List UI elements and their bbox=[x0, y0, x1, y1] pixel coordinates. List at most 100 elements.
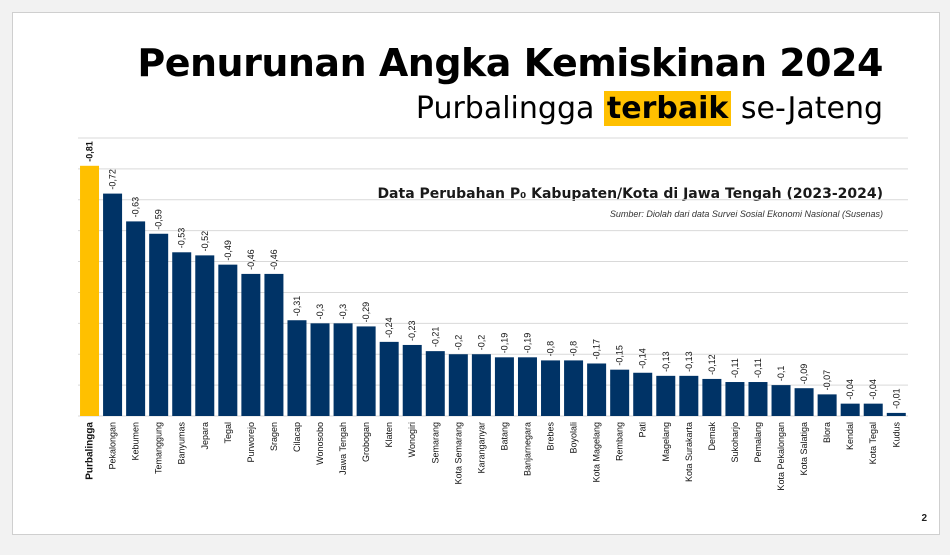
data-label: -0,04 bbox=[868, 379, 878, 400]
data-label: -0,24 bbox=[384, 317, 394, 338]
category-label: Kota Pekalongan bbox=[776, 422, 786, 491]
bar bbox=[748, 382, 768, 416]
bar bbox=[241, 273, 261, 416]
category-label: Kota Magelang bbox=[592, 422, 602, 483]
bar bbox=[126, 221, 146, 416]
data-label: -0,23 bbox=[407, 320, 417, 341]
bar bbox=[541, 360, 561, 416]
category-label: Brebes bbox=[546, 422, 556, 451]
data-label: -0,53 bbox=[177, 228, 187, 249]
bar bbox=[587, 363, 607, 416]
data-label: -0,17 bbox=[592, 339, 602, 360]
bar bbox=[103, 193, 123, 416]
category-label: Pekalongan bbox=[108, 422, 118, 470]
category-label: Karanganyar bbox=[476, 422, 486, 474]
category-label: Sukoharjo bbox=[730, 422, 740, 463]
category-label: Banyumas bbox=[177, 422, 187, 465]
data-label: -0,2 bbox=[476, 335, 486, 351]
bar bbox=[886, 412, 906, 416]
data-label: -0,46 bbox=[269, 249, 279, 270]
subtitle-suffix: se-Jateng bbox=[740, 91, 883, 126]
subtitle-highlight: terbaik bbox=[603, 91, 732, 126]
page-number: 2 bbox=[921, 513, 927, 524]
bar bbox=[840, 403, 860, 416]
category-label: Semarang bbox=[430, 422, 440, 464]
data-label: -0,15 bbox=[615, 345, 625, 366]
category-label: Batang bbox=[499, 422, 509, 451]
bar bbox=[379, 341, 399, 416]
bar bbox=[794, 388, 814, 416]
data-label: -0,13 bbox=[661, 351, 671, 372]
data-label: -0,21 bbox=[430, 327, 440, 348]
category-label: Kebumen bbox=[131, 422, 141, 461]
category-label: Tegal bbox=[223, 422, 233, 444]
data-label: -0,8 bbox=[546, 341, 556, 357]
data-label: -0,1 bbox=[776, 366, 786, 382]
data-label: -0,49 bbox=[223, 240, 233, 261]
category-label: Rembang bbox=[615, 422, 625, 461]
bar bbox=[356, 326, 376, 416]
category-label: Cilacap bbox=[292, 422, 302, 452]
data-label: -0,72 bbox=[108, 169, 118, 190]
category-label: Banjarnegara bbox=[522, 422, 532, 476]
bar bbox=[218, 264, 238, 416]
category-label: Boyolali bbox=[569, 422, 579, 454]
data-label: -0,2 bbox=[453, 335, 463, 351]
bar bbox=[702, 378, 722, 416]
page-title: Penurunan Angka Kemiskinan 2024 bbox=[137, 41, 883, 85]
category-label: Purworejo bbox=[246, 422, 256, 463]
data-label: -0,09 bbox=[799, 364, 809, 385]
category-label: Magelang bbox=[661, 422, 671, 462]
bar bbox=[425, 351, 445, 416]
bar bbox=[448, 354, 468, 416]
data-label: -0,31 bbox=[292, 296, 302, 317]
category-label: Kota Semarang bbox=[453, 422, 463, 485]
chart-source: Sumber: Diolah dari data Survei Sosial E… bbox=[609, 209, 883, 219]
category-label: Jawa Tengah bbox=[338, 422, 348, 475]
data-label: -0,01 bbox=[891, 388, 901, 409]
bar bbox=[517, 357, 537, 416]
data-label: -0,3 bbox=[315, 304, 325, 320]
category-label: Kota Surakarta bbox=[684, 422, 694, 482]
page-subtitle: Purbalingga terbaik se-Jateng bbox=[416, 91, 883, 126]
data-label: -0,19 bbox=[522, 333, 532, 354]
subtitle-text: Purbalingga bbox=[415, 91, 595, 126]
bar bbox=[471, 354, 491, 416]
bar bbox=[80, 165, 100, 416]
bar bbox=[771, 385, 791, 416]
bar bbox=[287, 320, 307, 416]
data-label: -0,46 bbox=[246, 249, 256, 270]
bar bbox=[863, 403, 883, 416]
data-label: -0,52 bbox=[200, 231, 210, 252]
bar bbox=[402, 344, 422, 416]
data-label: -0,59 bbox=[154, 209, 164, 230]
data-label: -0,3 bbox=[338, 304, 348, 320]
bar bbox=[656, 375, 676, 416]
category-label: Demak bbox=[707, 422, 717, 451]
bar bbox=[633, 372, 653, 416]
data-label: -0,12 bbox=[707, 354, 717, 375]
category-label: Wonosobo bbox=[315, 422, 325, 465]
category-label: Wonogiri bbox=[407, 422, 417, 457]
data-label: -0,13 bbox=[684, 351, 694, 372]
bar bbox=[817, 394, 837, 416]
data-label: -0,11 bbox=[753, 358, 763, 378]
category-label: Pati bbox=[638, 422, 648, 438]
chart-title: Data Perubahan P₀ Kabupaten/Kota di Jawa… bbox=[377, 186, 883, 202]
data-label: -0,14 bbox=[638, 348, 648, 369]
bar bbox=[310, 323, 330, 416]
category-label: Kota Salatiga bbox=[799, 422, 809, 476]
data-label: -0,19 bbox=[499, 333, 509, 354]
data-label: -0,8 bbox=[569, 341, 579, 357]
category-label: Sragen bbox=[269, 422, 279, 451]
bar bbox=[610, 369, 630, 416]
data-label: -0,81 bbox=[85, 141, 95, 162]
data-label: -0,63 bbox=[131, 197, 141, 218]
bar bbox=[725, 382, 745, 416]
category-label: Jepara bbox=[200, 422, 210, 450]
category-label: Klaten bbox=[384, 422, 394, 448]
bar bbox=[172, 252, 192, 416]
bar bbox=[149, 233, 169, 416]
data-label: -0,11 bbox=[730, 358, 740, 378]
